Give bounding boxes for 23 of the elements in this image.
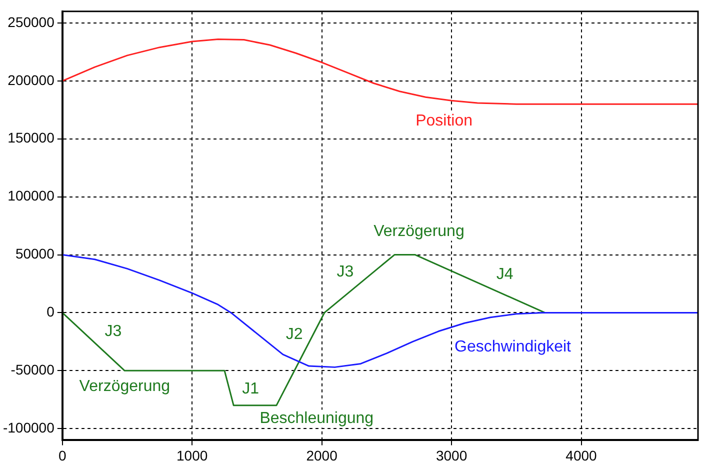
annotation: Verzögerung (374, 223, 464, 240)
x-tick-label: 3000 (436, 447, 468, 464)
y-tick-label: 0 (46, 304, 55, 320)
x-tick-label: 1000 (176, 447, 208, 464)
y-tick-label: 200000 (8, 72, 55, 88)
y-tick-label: 100000 (8, 188, 55, 204)
y-tick-label: -100000 (2, 419, 55, 436)
x-tick-label: 0 (58, 447, 66, 464)
y-tick-label: 50000 (15, 246, 55, 262)
y-tick-label: 250000 (8, 14, 55, 30)
annotation: J4 (496, 266, 514, 284)
y-tick-label: 150000 (8, 130, 55, 146)
series-label: Position (416, 112, 473, 130)
annotation: J3 (336, 264, 354, 281)
series-label: Geschwindigkeit (454, 338, 572, 356)
annotation: J1 (242, 380, 260, 398)
x-tick-label: 4000 (566, 447, 598, 464)
x-tick-label: 2000 (306, 447, 338, 464)
annotation: Beschleunigung (260, 410, 374, 428)
annotation: J2 (286, 326, 303, 344)
y-tick-label: -50000 (10, 362, 55, 378)
annotation: J3 (104, 323, 122, 340)
annotation: Verzögerung (79, 378, 170, 396)
